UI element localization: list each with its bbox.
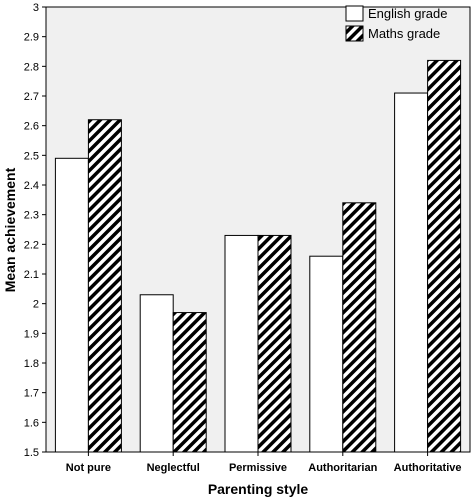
x-category-label: Authoritarian: [308, 462, 377, 474]
y-tick-label: 1.5: [24, 447, 39, 459]
bar-maths: [342, 202, 377, 453]
bar-english: [54, 157, 89, 453]
y-tick-label: 2.3: [24, 210, 39, 222]
x-axis-title: Parenting style: [208, 481, 309, 497]
x-axis: Not pure Neglectful Permissive Authoritaria…: [66, 452, 462, 474]
bars: [54, 59, 462, 453]
bar-maths: [257, 234, 292, 453]
y-tick-label: 2.4: [24, 180, 39, 192]
bar-maths: [427, 59, 462, 453]
legend-swatch-maths: [345, 25, 364, 42]
y-tick-label: 3: [33, 2, 39, 14]
y-tick-label: 1.6: [24, 417, 39, 429]
y-axis: 1.5 1.6 1.7 1.8 1.9 2 2.1 2.2 2.3 2.4 2.5 2.6 2.7 2.8…: [24, 2, 46, 459]
bar-english: [139, 294, 174, 453]
y-tick-label: 2: [33, 299, 39, 311]
x-category-label: Permissive: [229, 462, 287, 474]
legend-label-english: English grade: [368, 6, 448, 21]
x-category-label: Authoritative: [394, 462, 462, 474]
y-tick-label: 1.9: [24, 328, 39, 340]
bar-maths: [87, 119, 122, 453]
bar-english: [224, 234, 259, 453]
x-category-label: Neglectful: [147, 462, 200, 474]
y-tick-label: 2.5: [24, 150, 39, 162]
legend-label-maths: Maths grade: [368, 26, 440, 41]
y-tick-label: 2.7: [24, 91, 39, 103]
legend: English grade Maths grade: [345, 5, 448, 42]
y-tick-label: 2.2: [24, 239, 39, 251]
y-tick-label: 2.6: [24, 121, 39, 133]
y-axis-title: Mean achievement: [2, 167, 18, 292]
x-category-label: Not pure: [66, 462, 111, 474]
bar-english: [309, 255, 344, 453]
legend-swatch-english: [345, 5, 364, 22]
y-tick-label: 2.1: [24, 269, 39, 281]
y-tick-label: 2.9: [24, 32, 39, 44]
y-tick-label: 2.8: [24, 61, 39, 73]
y-tick-label: 1.7: [24, 388, 39, 400]
bar-maths: [172, 312, 207, 453]
y-tick-label: 1.8: [24, 358, 39, 370]
bar-english: [394, 92, 429, 453]
